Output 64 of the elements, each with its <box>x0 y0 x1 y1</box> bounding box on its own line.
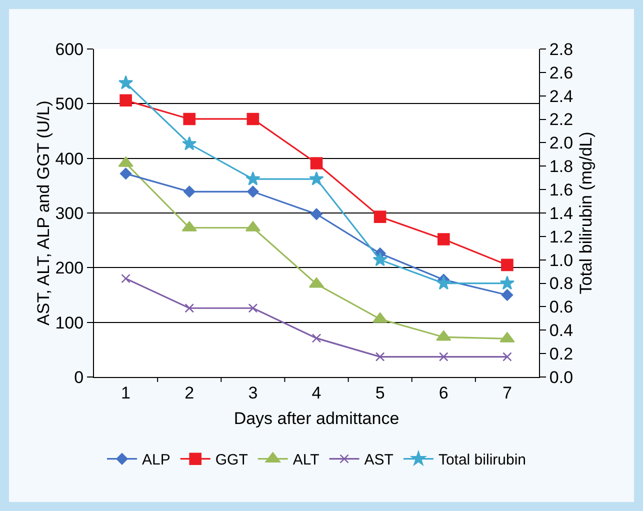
legend-label: ALT <box>292 452 320 469</box>
x-tick-label: 7 <box>502 383 512 402</box>
point <box>436 276 451 290</box>
point <box>310 208 322 220</box>
y2-tick-label: 2.0 <box>549 134 574 153</box>
y2-tick-label: 0.4 <box>549 321 574 340</box>
point <box>436 330 452 341</box>
y2-tick-label: 1.8 <box>549 157 574 176</box>
point <box>184 303 194 313</box>
y-tick-label: 400 <box>55 149 84 168</box>
point <box>182 136 197 150</box>
legend-label: Total bilirubin <box>438 452 526 469</box>
y2-tick-label: 0.6 <box>549 298 574 317</box>
x-axis-title: Days after admittance <box>234 408 400 428</box>
x-tick-label: 6 <box>438 383 448 402</box>
point <box>120 168 132 180</box>
point <box>312 334 322 343</box>
point <box>437 233 450 246</box>
point <box>500 276 515 290</box>
y2-tick-label: 1.2 <box>549 227 574 246</box>
y2-tick-label: 2.2 <box>549 110 574 130</box>
y-tick-label: 100 <box>55 313 84 332</box>
y2-axis-title: Total bilirubin (mg/dL) <box>576 132 596 294</box>
point <box>309 171 324 186</box>
point <box>501 258 514 272</box>
y2-tick-label: 2.4 <box>549 86 574 106</box>
y2-tick-label: 1.4 <box>549 204 574 223</box>
y-tick-label: 200 <box>55 258 84 278</box>
point <box>121 274 130 284</box>
y2-tick-label: 0.2 <box>549 344 574 364</box>
point <box>246 112 260 126</box>
x-tick-label: 4 <box>312 383 322 402</box>
point <box>183 112 196 126</box>
point <box>310 157 323 170</box>
y-tick-label: 300 <box>55 204 84 223</box>
x-tick-label: 2 <box>184 383 194 402</box>
point <box>248 303 258 313</box>
x-tick-label: 1 <box>121 383 131 402</box>
y2-tick-label: 2.6 <box>549 63 574 82</box>
y-axis-title: AST, ALT, ALP and GGT (U/L) <box>34 100 54 326</box>
point <box>120 94 132 107</box>
y-tick-label: 500 <box>55 94 84 114</box>
point <box>372 252 388 266</box>
point <box>375 352 385 362</box>
point <box>118 75 134 90</box>
legend-label: GGT <box>215 452 248 469</box>
point <box>184 186 196 198</box>
point <box>502 352 512 362</box>
y2-tick-label: 1.0 <box>549 250 574 270</box>
point <box>246 171 260 186</box>
y2-tick-label: 1.6 <box>549 180 574 200</box>
y-tick-label: 600 <box>55 40 84 59</box>
point <box>374 210 386 223</box>
x-tick-label: 3 <box>248 383 258 402</box>
legend-label: ALP <box>142 452 170 469</box>
y2-tick-label: 2.8 <box>549 40 574 59</box>
point <box>438 352 448 362</box>
y-tick-label: 0 <box>74 368 84 387</box>
point <box>501 289 514 301</box>
y2-tick-label: 0.8 <box>549 274 574 294</box>
y2-tick-label: 0.0 <box>549 368 574 387</box>
x-tick-label: 5 <box>375 383 385 402</box>
point <box>247 186 259 198</box>
legend-label: AST <box>364 452 394 469</box>
